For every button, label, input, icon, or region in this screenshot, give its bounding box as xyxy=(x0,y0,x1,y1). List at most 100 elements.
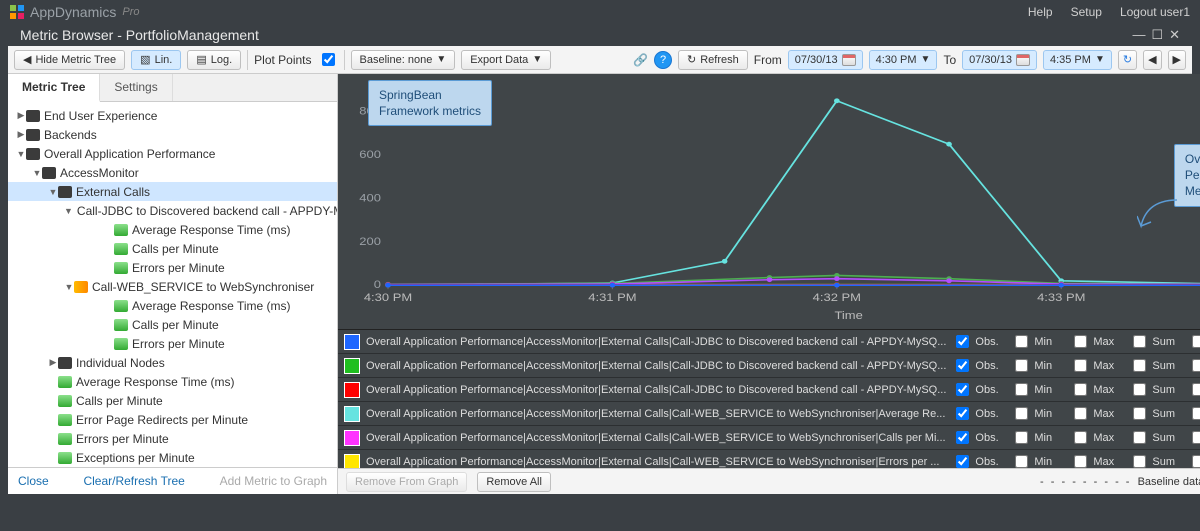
svg-text:600: 600 xyxy=(359,148,381,161)
tree-node[interactable]: ▼Call-JDBC to Discovered backend call - … xyxy=(8,201,337,220)
tree-node[interactable]: ▼AccessMonitor xyxy=(8,163,337,182)
max-checkbox[interactable] xyxy=(1074,407,1087,420)
count-checkbox[interactable] xyxy=(1192,455,1200,468)
legend-text: Overall Application Performance|AccessMo… xyxy=(366,360,946,372)
max-checkbox[interactable] xyxy=(1074,383,1087,396)
count-checkbox[interactable] xyxy=(1192,335,1200,348)
sum-checkbox[interactable] xyxy=(1133,431,1146,444)
tree-close-button[interactable]: Close xyxy=(8,468,59,494)
tree-node[interactable]: Calls per Minute xyxy=(8,391,337,410)
info-button[interactable]: ? xyxy=(654,51,672,69)
export-dropdown[interactable]: Export Data ▼ xyxy=(461,50,551,70)
color-swatch xyxy=(344,430,360,446)
linear-button[interactable]: ▧ Lin. xyxy=(131,50,181,70)
time-to-input[interactable]: 4:35 PM▼ xyxy=(1043,50,1112,70)
count-checkbox[interactable] xyxy=(1192,359,1200,372)
min-checkbox[interactable] xyxy=(1015,407,1028,420)
tree-node[interactable]: ▼External Calls xyxy=(8,182,337,201)
legend-row[interactable]: Overall Application Performance|AccessMo… xyxy=(338,378,1200,402)
color-swatch xyxy=(344,382,360,398)
logo-icon xyxy=(10,5,24,19)
tree-node[interactable]: Calls per Minute xyxy=(8,315,337,334)
sum-checkbox[interactable] xyxy=(1133,407,1146,420)
obs-checkbox[interactable] xyxy=(956,335,969,348)
tree-node[interactable]: Average Response Time (ms) xyxy=(8,220,337,239)
tree-node[interactable]: ▶Individual Nodes xyxy=(8,353,337,372)
tree-node[interactable]: Error Page Redirects per Minute xyxy=(8,410,337,429)
brand-text: AppDynamics xyxy=(30,4,116,20)
link-icon[interactable]: 🔗 xyxy=(633,53,648,67)
tree-node[interactable]: ▼Overall Application Performance xyxy=(8,144,337,163)
obs-checkbox[interactable] xyxy=(956,407,969,420)
sum-checkbox[interactable] xyxy=(1133,383,1146,396)
minimize-icon[interactable]: — xyxy=(1132,27,1145,43)
legend-row[interactable]: Overall Application Performance|AccessMo… xyxy=(338,330,1200,354)
count-checkbox[interactable] xyxy=(1192,383,1200,396)
svg-text:4:31 PM: 4:31 PM xyxy=(588,291,636,304)
obs-checkbox[interactable] xyxy=(956,383,969,396)
chart-area: SpringBean Framework metrics Overall App… xyxy=(338,74,1200,329)
max-checkbox[interactable] xyxy=(1074,359,1087,372)
next-button[interactable]: ▶ xyxy=(1168,50,1186,70)
close-icon[interactable]: ✕ xyxy=(1169,27,1180,43)
legend-row[interactable]: Overall Application Performance|AccessMo… xyxy=(338,426,1200,450)
logout-link[interactable]: Logout user1 xyxy=(1120,5,1190,19)
log-button[interactable]: ▤ Log. xyxy=(187,50,241,70)
legend-text: Overall Application Performance|AccessMo… xyxy=(366,456,946,468)
obs-checkbox[interactable] xyxy=(956,359,969,372)
tree-add-button[interactable]: Add Metric to Graph xyxy=(210,468,337,494)
refresh-button[interactable]: ↻ Refresh xyxy=(678,50,748,70)
date-from-val: 07/30/13 xyxy=(795,54,838,66)
remove-all-button[interactable]: Remove All xyxy=(477,472,551,492)
remove-from-graph-button[interactable]: Remove From Graph xyxy=(346,472,467,492)
obs-checkbox[interactable] xyxy=(956,431,969,444)
baseline-dropdown[interactable]: Baseline: none ▼ xyxy=(351,50,456,70)
count-checkbox[interactable] xyxy=(1192,431,1200,444)
legend-row[interactable]: Overall Application Performance|AccessMo… xyxy=(338,402,1200,426)
tree-node[interactable]: ▶End User Experience xyxy=(8,106,337,125)
help-link[interactable]: Help xyxy=(1028,5,1053,19)
callout2-l3: Metric Tree xyxy=(1185,184,1200,198)
sync-button[interactable]: ↻ xyxy=(1118,50,1137,70)
sum-checkbox[interactable] xyxy=(1133,455,1146,468)
tree-node[interactable]: Average Response Time (ms) xyxy=(8,372,337,391)
tree-node[interactable]: Exceptions per Minute xyxy=(8,448,337,467)
refresh-label: Refresh xyxy=(700,54,739,66)
toolbar: ◀ Hide Metric Tree ▧ Lin. ▤ Log. Plot Po… xyxy=(8,46,1192,74)
legend-row[interactable]: Overall Application Performance|AccessMo… xyxy=(338,450,1200,468)
max-checkbox[interactable] xyxy=(1074,431,1087,444)
color-swatch xyxy=(344,406,360,422)
baseline-legend: - - - - - - - - - Baseline data xyxy=(1040,476,1200,488)
legend-row[interactable]: Overall Application Performance|AccessMo… xyxy=(338,354,1200,378)
sum-checkbox[interactable] xyxy=(1133,359,1146,372)
tree-node[interactable]: ▶Backends xyxy=(8,125,337,144)
tree-node[interactable]: Errors per Minute xyxy=(8,258,337,277)
min-checkbox[interactable] xyxy=(1015,455,1028,468)
date-to-input[interactable]: 07/30/13 xyxy=(962,50,1037,70)
maximize-icon[interactable]: ☐ xyxy=(1151,27,1163,43)
max-checkbox[interactable] xyxy=(1074,455,1087,468)
hide-tree-button[interactable]: ◀ Hide Metric Tree xyxy=(14,50,125,70)
date-from-input[interactable]: 07/30/13 xyxy=(788,50,863,70)
tree-clear-button[interactable]: Clear/Refresh Tree xyxy=(59,468,210,494)
tab-metric-tree[interactable]: Metric Tree xyxy=(8,74,100,102)
tree-node[interactable]: ▼Call-WEB_SERVICE to WebSynchroniser xyxy=(8,277,337,296)
time-from-input[interactable]: 4:30 PM▼ xyxy=(869,50,938,70)
tree-node[interactable]: Average Response Time (ms) xyxy=(8,296,337,315)
tree-node[interactable]: Calls per Minute xyxy=(8,239,337,258)
min-checkbox[interactable] xyxy=(1015,335,1028,348)
tree-node[interactable]: Errors per Minute xyxy=(8,334,337,353)
tree-node[interactable]: Errors per Minute xyxy=(8,429,337,448)
setup-link[interactable]: Setup xyxy=(1071,5,1102,19)
obs-checkbox[interactable] xyxy=(956,455,969,468)
time-to-val: 4:35 PM xyxy=(1050,54,1091,66)
count-checkbox[interactable] xyxy=(1192,407,1200,420)
sum-checkbox[interactable] xyxy=(1133,335,1146,348)
prev-button[interactable]: ◀ xyxy=(1143,50,1161,70)
min-checkbox[interactable] xyxy=(1015,431,1028,444)
min-checkbox[interactable] xyxy=(1015,359,1028,372)
tab-settings[interactable]: Settings xyxy=(100,74,172,101)
min-checkbox[interactable] xyxy=(1015,383,1028,396)
plot-points-checkbox[interactable] xyxy=(322,53,335,66)
max-checkbox[interactable] xyxy=(1074,335,1087,348)
